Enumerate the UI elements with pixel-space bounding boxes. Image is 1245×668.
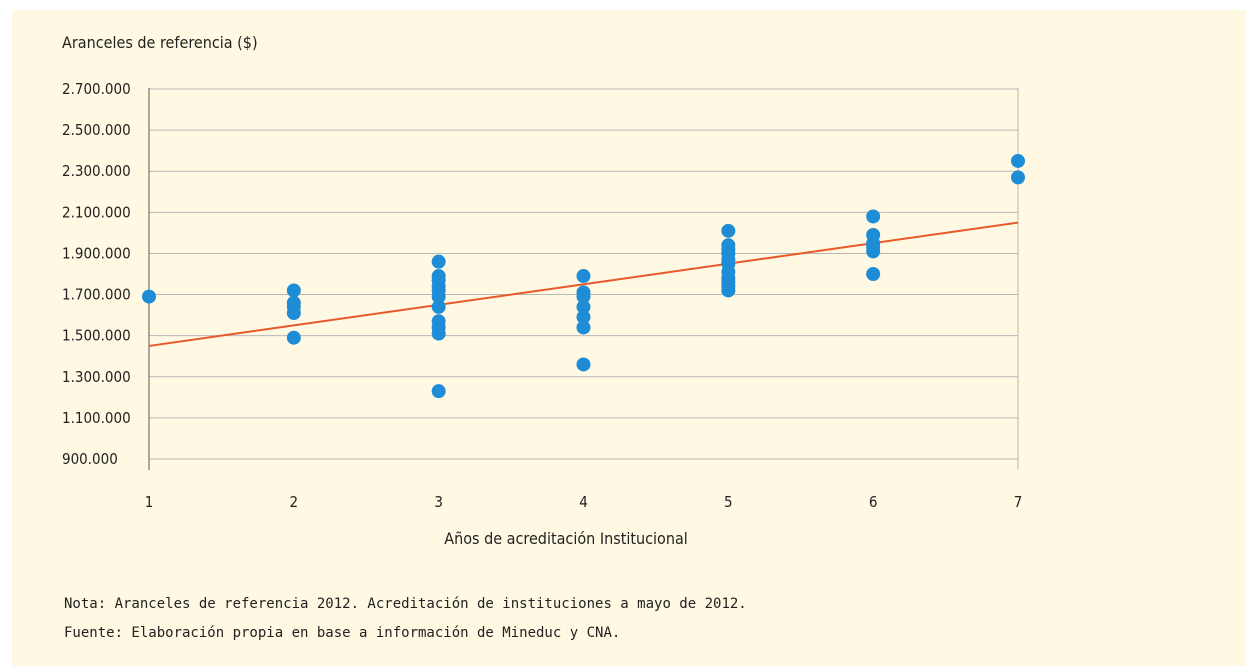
source-text: Fuente: Elaboración propia en base a inf… [64,625,621,641]
data-point [721,283,736,298]
y-tick-labels: 900.000 1.100.000 1.300.000 1.500.000 1.700.… [62,80,131,468]
data-point [576,289,591,304]
y-tick-label: 1.700.000 [62,286,131,304]
y-tick-label: 2.500.000 [62,121,131,139]
data-point [576,299,591,314]
x-tick-label: 4 [579,493,588,511]
x-tick-label: 6 [869,493,878,511]
data-point [431,384,446,399]
y-tick-label: 900.000 [62,450,118,468]
data-point [576,320,591,335]
data-point [431,289,446,304]
data-point [866,209,881,224]
x-tick-label: 5 [724,493,733,511]
data-point [866,267,881,281]
data-point [142,289,156,304]
data-point [721,223,736,238]
data-point [1011,170,1025,185]
data-point [431,254,446,269]
note-text: Nota: Aranceles de referencia 2012. Acre… [64,596,747,612]
y-tick-label: 2.100.000 [62,203,131,221]
data-point [286,306,301,321]
y-tick-label: 1.900.000 [62,244,131,262]
x-tick-label: 3 [434,493,443,511]
data-point [286,283,301,298]
x-tick-labels: 1 2 3 4 5 6 7 [145,493,1023,511]
data-point [286,330,301,345]
data-points [142,153,1025,399]
data-point [431,299,446,314]
y-tick-label: 1.300.000 [62,368,131,386]
data-point [576,357,591,372]
x-tick-label: 7 [1014,493,1023,511]
data-point [576,269,591,284]
data-point [1011,153,1025,168]
x-tick-label: 2 [290,493,299,511]
x-axis-title: Años de acreditación Institucional [444,529,688,548]
x-tick-label: 1 [145,493,154,511]
data-point [866,244,881,259]
axes [148,88,1019,470]
data-point [431,326,446,341]
chart-panel [12,10,1245,666]
y-tick-label: 2.300.000 [62,162,131,180]
data-point [576,310,591,325]
y-tick-label: 2.700.000 [62,80,131,98]
y-tick-label: 1.500.000 [62,327,131,345]
y-axis-title: Aranceles de referencia ($) [62,33,258,52]
y-tick-label: 1.100.000 [62,409,131,427]
